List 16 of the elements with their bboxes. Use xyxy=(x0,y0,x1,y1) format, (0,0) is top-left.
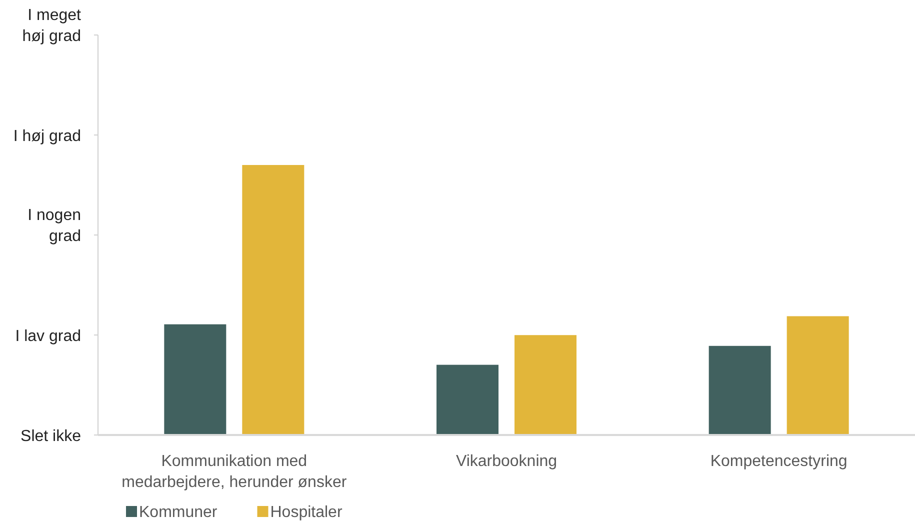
bar xyxy=(164,324,226,435)
bar xyxy=(708,346,771,435)
text: Slet ikke xyxy=(20,428,82,445)
text: I meget høj grad xyxy=(22,7,82,45)
bar xyxy=(436,364,498,435)
text: I nogen grad xyxy=(28,207,81,245)
bar xyxy=(786,316,849,435)
legend-label: Kommuner xyxy=(139,504,218,521)
bar xyxy=(242,165,304,435)
text: I lav grad xyxy=(15,328,81,345)
legend-label: Hospitaler xyxy=(270,504,343,521)
x-tick-label: Vikarbookning xyxy=(456,453,558,470)
x-tick-label: Kommunikation med medarbejdere, herunder ønsker xyxy=(122,453,348,491)
text: I høj grad xyxy=(13,128,81,145)
x-tick-label: Kompetencestyring xyxy=(710,453,848,470)
bar xyxy=(514,335,576,435)
